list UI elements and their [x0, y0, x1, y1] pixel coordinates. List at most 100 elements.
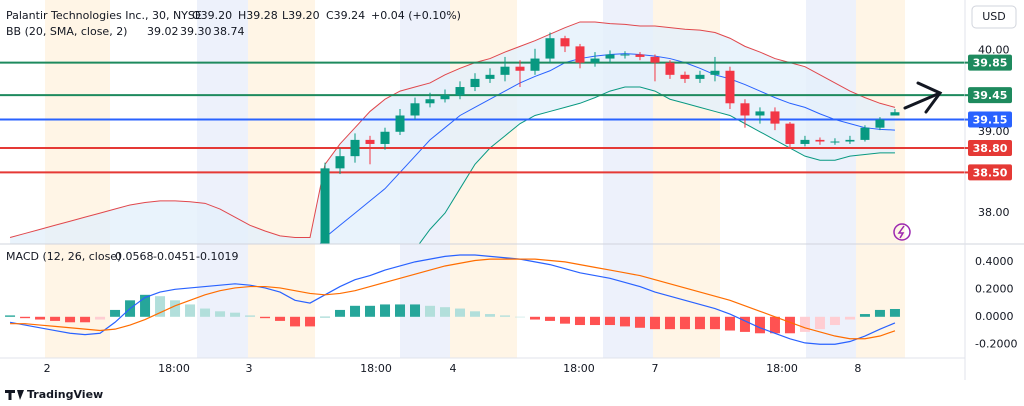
candle-body [455, 87, 465, 96]
macd-hist-bar [634, 316, 645, 328]
macd-signal-line [10, 258, 896, 340]
x-tick-label: 3 [245, 362, 252, 375]
macd-pane [5, 254, 900, 345]
macd-hist-bar [844, 316, 855, 320]
arrow-shaft [903, 91, 942, 110]
macd-hist-bar [574, 316, 585, 326]
candle-body [890, 112, 900, 116]
macd-hist-bar [230, 312, 241, 317]
axes: 2 18:00 3 18:00 4 18:00 7 18:00 8 40.00 39.00 38.00… [44, 43, 1018, 375]
alert-bolt [897, 225, 905, 239]
alert-circle [893, 223, 911, 241]
macd-hist-bar [589, 316, 600, 326]
x-tick-label: 7 [651, 362, 658, 375]
macd-hist-bar [799, 316, 810, 332]
macd-hist-bar [200, 308, 211, 317]
bb-name: BB (20, SMA, close, 2) [6, 25, 127, 38]
macd-hist-bar [395, 304, 406, 317]
macd-value: -0.0451 [153, 250, 195, 263]
macd-hist-bar [215, 311, 226, 317]
macd-hist-bar [110, 309, 121, 317]
candle-body [635, 54, 645, 57]
macd-hist-bar [889, 308, 900, 317]
candle-body [425, 99, 435, 104]
macd-hist-bar [35, 316, 46, 320]
x-tick-label: 8 [854, 362, 861, 375]
macd-hist-bar [275, 316, 286, 321]
candle-body [560, 38, 570, 47]
candle-body [575, 46, 585, 63]
macd-hist-bar [619, 316, 630, 327]
macd-hist-bar [155, 296, 166, 317]
macd-tick-label: 0.2000 [975, 282, 1014, 295]
candle-body [530, 58, 540, 71]
macd-hist-bar [455, 308, 466, 317]
macd-hist-bar [440, 307, 451, 317]
macd-hist-bar [65, 316, 76, 323]
macd-hist-bar [664, 316, 675, 330]
macd-hist-bar [859, 314, 870, 317]
macd-hist-bar [470, 311, 481, 317]
candle-body [800, 139, 810, 144]
macd-hist-bar [724, 316, 735, 331]
candle-body [770, 111, 780, 124]
macd-hist-bar [20, 316, 31, 319]
x-tick-label: 4 [449, 362, 456, 375]
candle-body [440, 95, 450, 100]
macd-hist-bar [185, 304, 196, 317]
currency-box[interactable] [971, 5, 1017, 29]
header: Palantir Technologies Inc., 30, NYSE O39… [6, 9, 461, 263]
x-tick-label: 2 [44, 362, 51, 375]
candle-body [695, 74, 705, 79]
macd-hist-bar [350, 305, 361, 317]
candle-body [620, 54, 630, 56]
brand: TradingView [5, 388, 103, 401]
macd-hist-bar [874, 309, 885, 317]
level-label: 39.45 [973, 89, 1008, 102]
macd-hist-bar [739, 316, 750, 332]
bb-fill [10, 21, 895, 244]
currency: USD [982, 10, 1006, 23]
macd-hist-bar [410, 304, 421, 317]
candle-body [335, 156, 345, 169]
macd-hist-bar [559, 316, 570, 324]
macd-hist-bar [499, 315, 510, 317]
macd-hist-bar [365, 305, 376, 317]
alert-icon[interactable] [893, 223, 911, 241]
candle-body [380, 131, 390, 144]
candle-body [755, 111, 765, 116]
macd-name: MACD (12, 26, close) [6, 250, 121, 263]
candle-body [395, 115, 405, 132]
ohlc-low: L39.20 [282, 9, 320, 22]
macd-tick-label: 0.0000 [975, 310, 1014, 323]
ohlc-close: C39.24 [326, 9, 365, 22]
level-label-box [968, 54, 1012, 71]
macd-hist-bar [769, 316, 780, 334]
candle-body [860, 127, 870, 140]
session-band [806, 0, 856, 358]
macd-hist-bar [425, 305, 436, 317]
macd-hist-bar [305, 316, 316, 327]
candle-body [350, 139, 360, 157]
arrow-annotation [903, 81, 943, 114]
brand-name: TradingView [27, 388, 103, 401]
macd-hist-bar [80, 316, 91, 323]
candle-body [665, 62, 675, 75]
macd-hist-bar [170, 300, 181, 317]
symbol: Palantir Technologies Inc., 30, NYSE [6, 9, 202, 22]
candle-body [725, 70, 735, 104]
level-label: 38.80 [973, 142, 1008, 155]
macd-hist-bar [380, 304, 391, 317]
candle-body [470, 78, 480, 88]
session-band [197, 0, 248, 358]
macd-hist-bar [649, 316, 660, 330]
level-label: 39.85 [973, 57, 1008, 70]
macd-signal: -0.1019 [196, 250, 238, 263]
level-label: 39.15 [973, 114, 1008, 127]
bb-upper: 39.30 [180, 25, 212, 38]
macd-hist-bar [679, 316, 690, 330]
session-band [856, 0, 905, 358]
bb-lower [418, 86, 895, 244]
candle-body [815, 139, 825, 142]
